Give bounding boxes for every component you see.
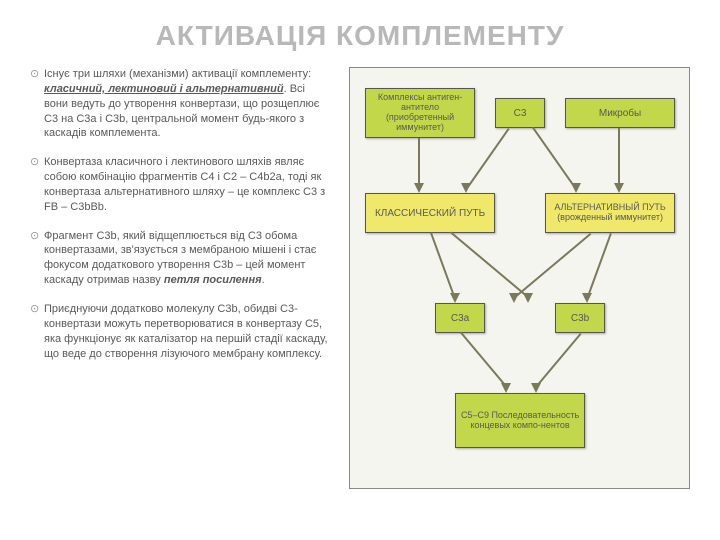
box-alternative: АЛЬТЕРНАТИВНЫЙ ПУТЬ (врожденный иммуните… (545, 193, 675, 233)
box-c3b: С3b (555, 303, 605, 333)
bullet-text: Конвертаза класичного і лектинового шлях… (44, 155, 329, 214)
arrow-down-icon (501, 383, 511, 393)
bullet-text: Фрагмент С3b, який відщеплюється від С3 … (44, 229, 329, 288)
box-c3a: С3а (435, 303, 485, 333)
arrow-down-icon (461, 183, 471, 193)
bullet-4: ⊙ Приєднуючи додатково молекулу С3b, оби… (30, 302, 329, 361)
arrow-down-icon (450, 293, 460, 303)
arrow-down-icon (582, 293, 592, 303)
arrow-line (618, 128, 620, 183)
arrow-down-icon (531, 383, 541, 393)
arrow-line (535, 333, 582, 388)
box-antigen: Комплексы антиген-антитело (приобретенны… (365, 88, 475, 138)
box-c5c9: С5–С9 Последовательность концевых компо-… (455, 393, 585, 448)
bullet-marker: ⊙ (30, 67, 44, 141)
box-microbes: Микробы (565, 98, 675, 128)
bullet-3: ⊙ Фрагмент С3b, який відщеплюється від С… (30, 229, 329, 288)
bullet-marker: ⊙ (30, 229, 44, 288)
box-classical: КЛАССИЧЕСКИЙ ПУТЬ (365, 193, 495, 233)
arrow-down-icon (614, 183, 624, 193)
arrow-line (460, 332, 507, 387)
bullet-1: ⊙ Існує три шляхи (механізми) активації … (30, 67, 329, 141)
bullet-marker: ⊙ (30, 302, 44, 361)
text-column: ⊙ Існує три шляхи (механізми) активації … (30, 67, 329, 489)
bullet-text: Приєднуючи додатково молекулу С3b, обидв… (44, 302, 329, 361)
arrow-down-icon (509, 293, 519, 303)
bullet-marker: ⊙ (30, 155, 44, 214)
arrow-down-icon (571, 183, 581, 193)
bullet-2: ⊙ Конвертаза класичного і лектинового шл… (30, 155, 329, 214)
arrow-line (586, 233, 612, 299)
page-title: АКТИВАЦІЯ КОМПЛЕМЕНТУ (30, 20, 690, 52)
arrow-line (513, 233, 591, 299)
arrow-line (532, 127, 577, 190)
flow-diagram: Комплексы антиген-антитело (приобретенны… (349, 67, 690, 489)
content-row: ⊙ Існує три шляхи (механізми) активації … (30, 67, 690, 489)
bullet-text: Існує три шляхи (механізми) активації ко… (44, 67, 329, 141)
arrow-line (450, 231, 528, 297)
arrow-down-icon (523, 293, 533, 303)
arrow-down-icon (414, 183, 424, 193)
arrow-line (430, 232, 456, 298)
arrow-line (418, 138, 420, 183)
box-c3: С3 (495, 98, 545, 128)
